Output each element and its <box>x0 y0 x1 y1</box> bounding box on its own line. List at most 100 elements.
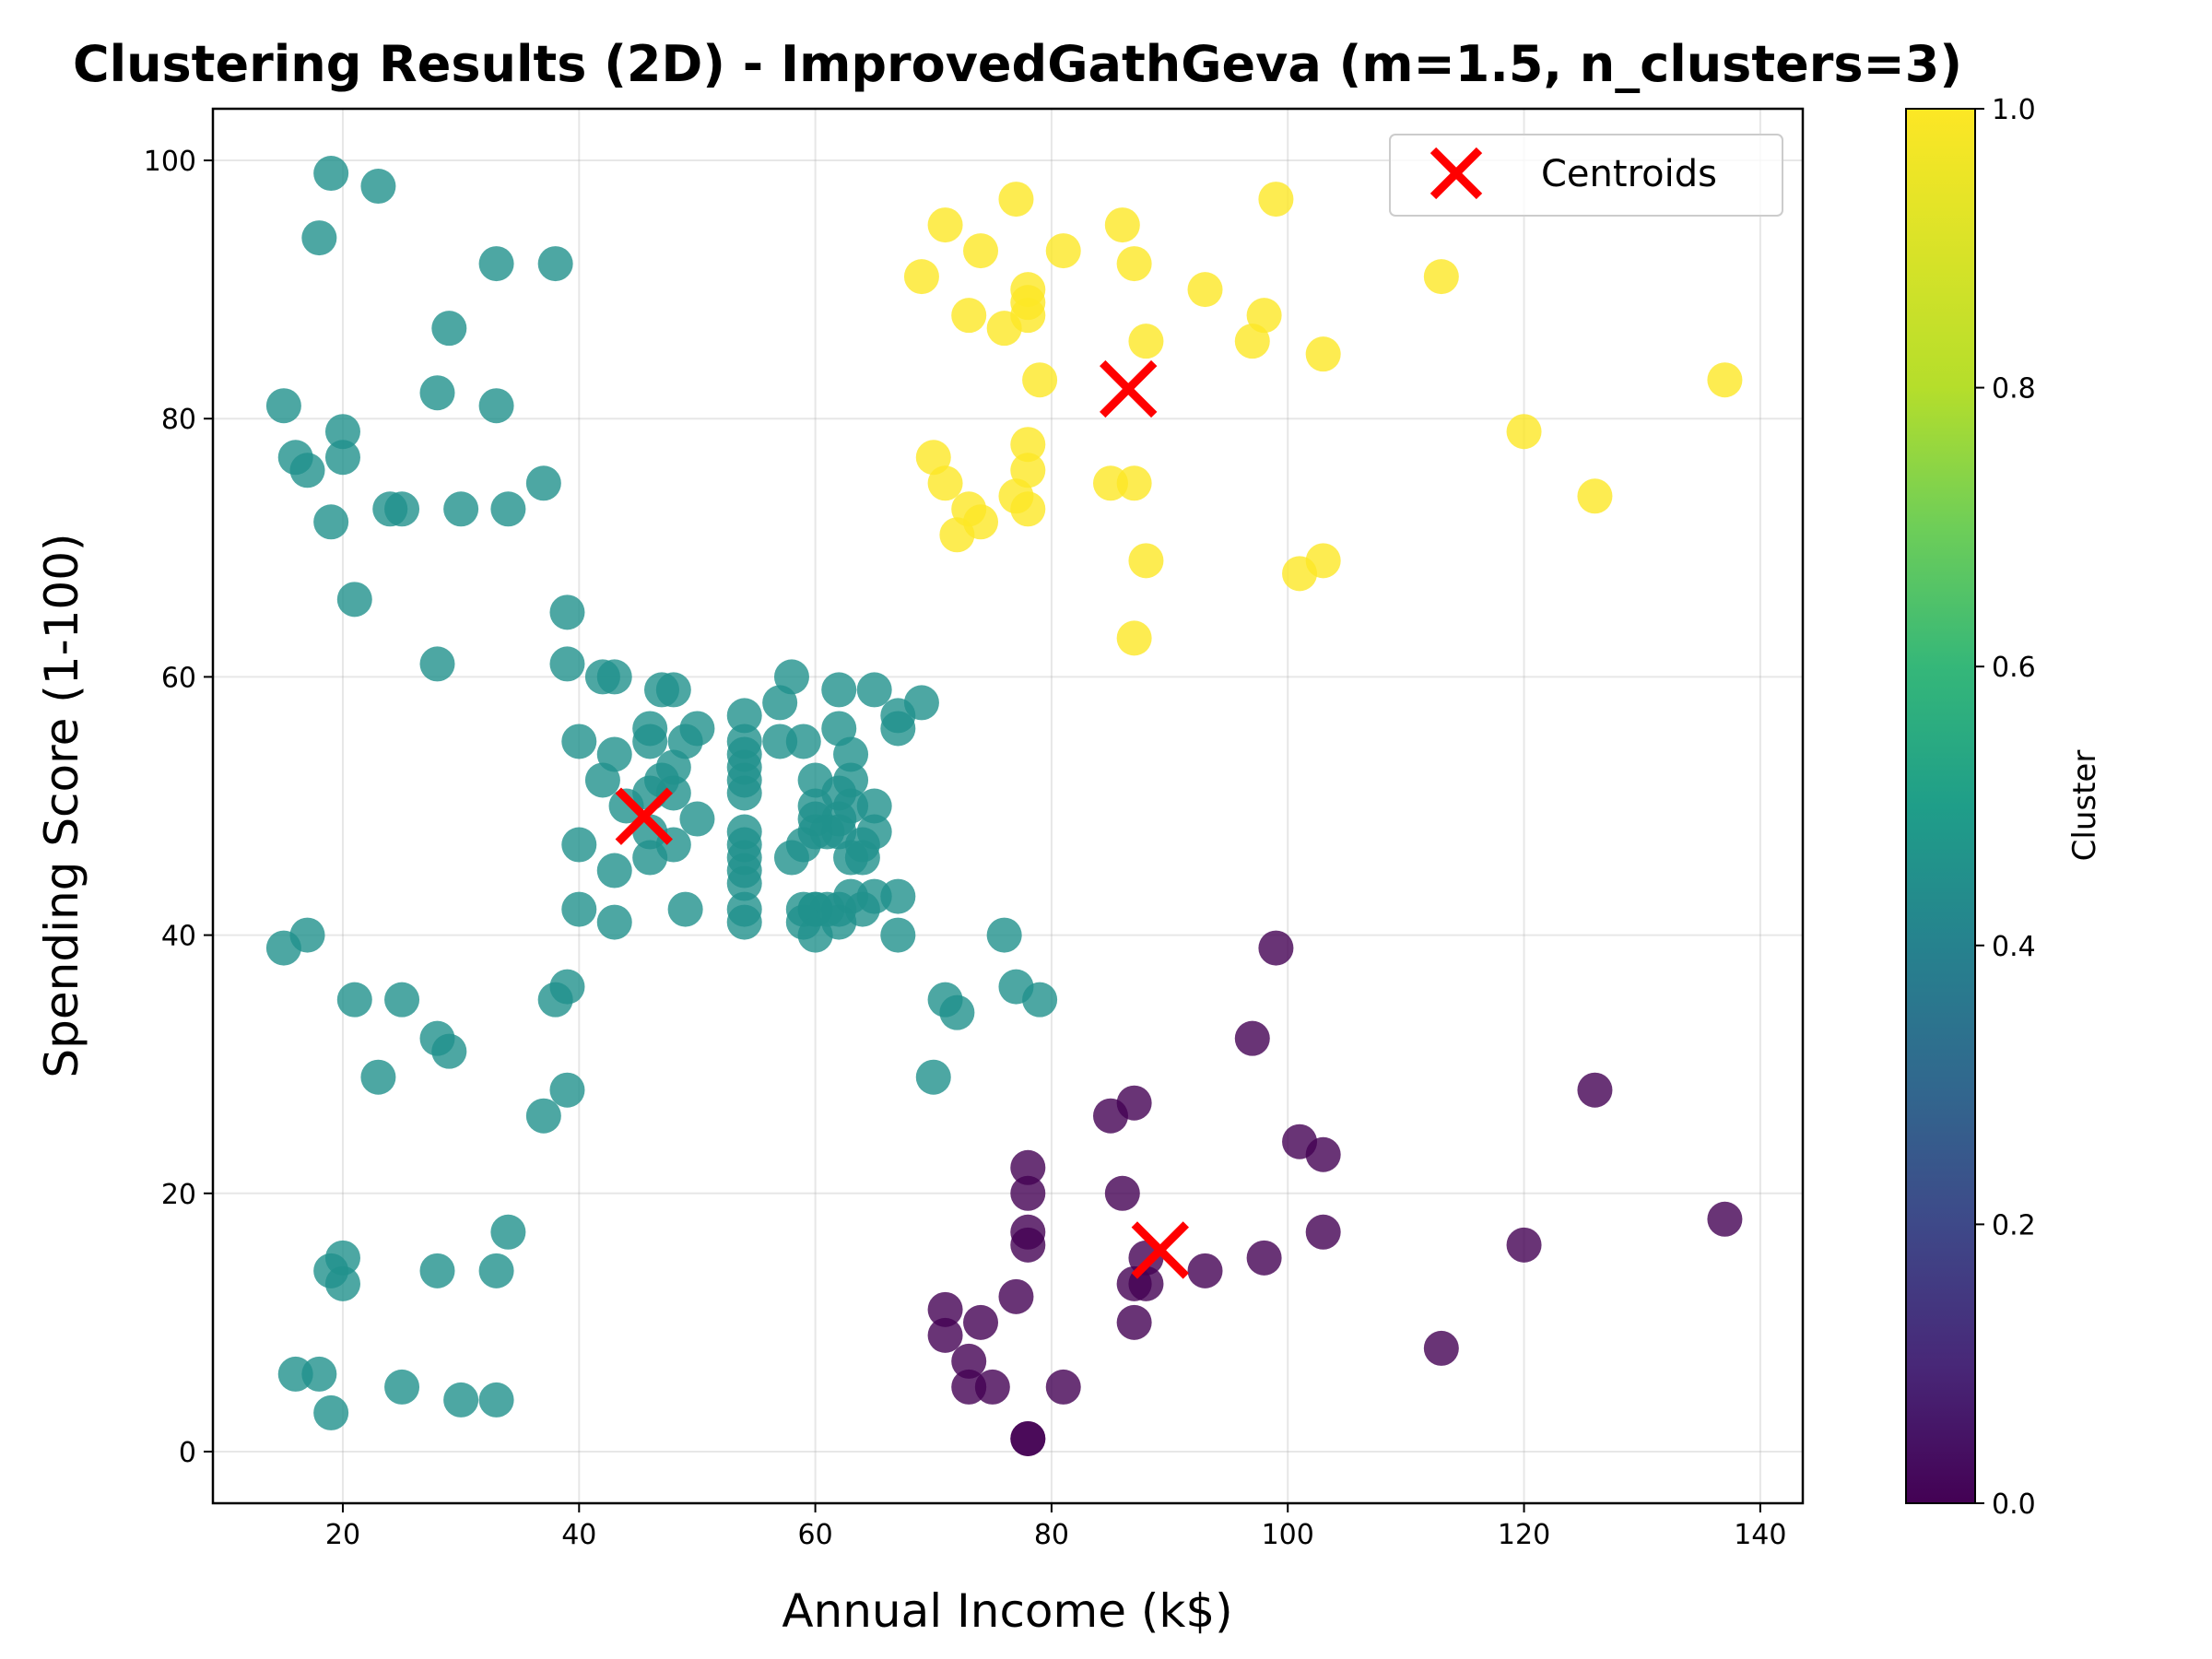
data-point <box>903 259 939 295</box>
data-point <box>324 1265 360 1301</box>
x-tick-label: 140 <box>1734 1519 1786 1551</box>
data-point <box>679 801 715 837</box>
colorbar-ticks: 0.0 0.2 0.4 0.6 0.8 1.0 <box>1975 94 2036 1521</box>
data-point <box>1423 1330 1459 1366</box>
data-point <box>525 465 561 501</box>
data-point <box>584 762 620 798</box>
data-point <box>561 724 597 759</box>
y-tick-label: 20 <box>161 1179 196 1211</box>
data-point <box>939 517 975 553</box>
y-tick-label: 60 <box>161 662 196 694</box>
data-point <box>1116 246 1152 282</box>
x-axis-ticks: 20 40 60 80 100 120 140 <box>325 1503 1786 1551</box>
data-point <box>927 207 963 243</box>
data-point <box>1187 272 1223 308</box>
data-point <box>927 465 963 501</box>
data-point <box>821 672 857 708</box>
data-point <box>419 646 455 682</box>
data-point <box>419 1253 455 1288</box>
data-point <box>1092 1098 1128 1134</box>
data-point <box>537 246 573 282</box>
data-point <box>549 594 585 630</box>
legend-centroid-marker <box>1430 147 1483 200</box>
data-point <box>301 1356 337 1392</box>
data-point <box>880 878 916 914</box>
data-point <box>265 388 301 424</box>
y-tick-label: 40 <box>161 921 196 953</box>
data-point <box>1045 233 1081 269</box>
data-point <box>939 994 975 1030</box>
data-point <box>1104 207 1140 243</box>
data-point <box>1022 362 1058 398</box>
data-point <box>1010 1149 1046 1185</box>
colorbar-gradient <box>1905 108 1976 1504</box>
data-point <box>313 156 349 192</box>
data-point <box>1305 1214 1341 1250</box>
data-point <box>1045 1369 1081 1405</box>
data-point <box>1246 1240 1282 1276</box>
data-point <box>1305 1136 1341 1172</box>
data-point <box>1128 543 1164 579</box>
data-point <box>773 840 809 876</box>
data-point <box>1187 1253 1223 1288</box>
data-point <box>525 1098 561 1134</box>
data-point <box>1116 1304 1152 1340</box>
data-point <box>856 788 892 824</box>
colorbar: 0.0 0.2 0.4 0.6 0.8 1.0 Cluster <box>1905 94 2103 1521</box>
data-point <box>667 891 703 927</box>
data-point <box>490 491 526 527</box>
legend-box <box>1389 134 1783 217</box>
data-point <box>974 1369 1010 1405</box>
plot-frame <box>211 107 1805 1505</box>
data-point <box>986 917 1022 953</box>
data-point <box>856 672 892 708</box>
data-point <box>1506 414 1542 450</box>
data-point <box>419 375 455 411</box>
chart-title: Clustering Results (2D) - ImprovedGathGe… <box>73 35 1962 93</box>
data-point <box>1010 1227 1046 1263</box>
data-point <box>927 1291 963 1327</box>
data-point <box>490 1214 526 1250</box>
x-tick-label: 80 <box>1034 1519 1069 1551</box>
data-point <box>1234 324 1270 359</box>
data-point <box>833 736 869 772</box>
data-point <box>1010 427 1046 463</box>
y-tick-label: 0 <box>179 1437 196 1469</box>
centroid-marker <box>615 787 673 845</box>
data-point <box>549 646 585 682</box>
data-point <box>1104 1175 1140 1211</box>
data-point <box>1234 1020 1270 1056</box>
x-axis-label: Annual Income (k$) <box>782 1584 1232 1638</box>
data-point <box>844 840 880 876</box>
data-point <box>431 1033 467 1069</box>
centroid-stroke <box>1131 1221 1190 1279</box>
data-point <box>915 1059 951 1095</box>
centroid-marker <box>1131 1221 1190 1279</box>
data-point <box>1577 478 1613 514</box>
y-tick-label: 100 <box>144 146 196 178</box>
data-point <box>443 1382 479 1418</box>
colorbar-tick-label: 0.2 <box>1992 1209 2036 1241</box>
data-point <box>596 904 632 940</box>
data-point <box>1128 324 1164 359</box>
data-point <box>762 685 798 721</box>
data-point <box>561 827 597 863</box>
data-point <box>1116 620 1152 656</box>
colorbar-tick-label: 1.0 <box>1992 94 2036 126</box>
x-tick-label: 20 <box>325 1519 360 1551</box>
data-point <box>324 440 360 476</box>
data-point <box>880 711 916 747</box>
data-point <box>324 414 360 450</box>
data-point <box>313 1394 349 1430</box>
data-point <box>549 1072 585 1108</box>
data-point <box>785 724 821 759</box>
centroid-stroke <box>615 787 673 845</box>
data-point <box>431 311 467 347</box>
data-point <box>1577 1072 1613 1108</box>
colorbar-tick-label: 0.6 <box>1992 652 2036 684</box>
y-axis-ticks: 0 20 40 60 80 100 <box>144 146 213 1469</box>
data-point <box>1707 1201 1743 1237</box>
data-point <box>1305 336 1341 372</box>
x-tick-label: 100 <box>1262 1519 1314 1551</box>
data-point <box>584 659 620 695</box>
